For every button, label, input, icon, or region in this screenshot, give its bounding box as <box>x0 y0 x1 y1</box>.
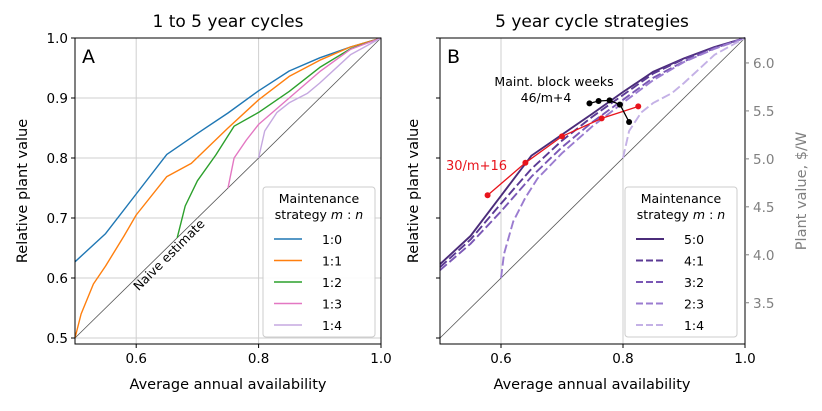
series-line-1-0 <box>74 37 382 263</box>
panel-a-ylabel: Relative plant value <box>15 119 31 263</box>
series-line-1-1 <box>74 37 382 339</box>
y-tick-label: 0.7 <box>47 211 68 227</box>
annotation-line <box>487 105 639 196</box>
legend-label: 1:0 <box>322 232 342 247</box>
annotation-marker <box>484 192 491 199</box>
legend-label: 1:3 <box>322 297 342 312</box>
maint-block-weeks-label: Maint. block weeks <box>494 74 613 89</box>
series-line-1-4 <box>622 37 746 159</box>
panel-b-xlabel: Average annual availability <box>494 377 691 393</box>
x-tick-label: 1.0 <box>734 351 755 367</box>
y-tick-label: 0.9 <box>47 91 68 107</box>
panel-b-reference-line <box>439 37 746 339</box>
y-tick-label: 0.6 <box>47 271 68 287</box>
legend-label: 1:4 <box>322 318 342 333</box>
panel-a-series <box>74 37 382 339</box>
x-tick-label: 0.6 <box>125 351 146 367</box>
y-tick-label: 0.5 <box>47 331 68 347</box>
annotation-marker <box>598 115 605 122</box>
legend-title: Maintenance <box>279 191 360 206</box>
panel-b-y2label: Plant value, $/W <box>794 132 810 250</box>
y2-tick-label: 4.0 <box>753 248 774 264</box>
x-tick-label: 0.8 <box>248 351 269 367</box>
legend-subtitle: strategy m : n <box>637 207 725 222</box>
panel-a-xlabel: Average annual availability <box>130 377 327 393</box>
panel-a-frame <box>74 37 382 345</box>
annotation-marker <box>522 159 529 166</box>
annotation-marker <box>606 97 613 104</box>
y2-tick-label: 5.0 <box>753 152 774 168</box>
panel-b-letter: B <box>447 46 460 68</box>
y-tick-label: 1.0 <box>47 31 68 47</box>
legend-label: 2:3 <box>684 297 704 312</box>
series-line-5-0 <box>439 37 746 265</box>
annotation-marker <box>586 100 593 107</box>
legend-label: 1:1 <box>322 254 342 269</box>
x-tick-label: 0.8 <box>612 351 633 367</box>
x-tick-label: 0.6 <box>490 351 511 367</box>
legend-box <box>624 186 738 338</box>
legend-box <box>262 186 376 338</box>
panel-b-annotations <box>484 97 642 199</box>
panel-a-legend: Maintenance strategy m : n 1:0 1:1 1:2 1:3 1… <box>262 186 376 338</box>
series-line-1-2 <box>176 37 382 238</box>
panel-b-legend: Maintenance strategy m : n 5:0 4:1 3:2 2:3 1… <box>624 186 738 338</box>
panel-b-frame <box>439 37 746 345</box>
panel-b: 5 year cycle strategies 0.6 0.8 1.0 3.5 4.0 4… <box>406 12 810 393</box>
legend-title: Maintenance <box>641 191 722 206</box>
annotation-marker <box>635 103 642 110</box>
x-tick-label: 1.0 <box>370 351 391 367</box>
series-line-2-3 <box>500 37 746 279</box>
legend-label: 4:1 <box>684 254 704 269</box>
panel-a-ticks: 0.6 0.8 1.0 0.5 0.6 0.7 0.8 0.9 1.0 <box>47 31 392 367</box>
panel-b-ylabel: Relative plant value <box>406 119 422 263</box>
annotation-marker <box>626 119 633 125</box>
legend-label: 1:4 <box>684 318 704 333</box>
legend-label: 5:0 <box>684 232 704 247</box>
y2-tick-label: 4.5 <box>753 200 774 216</box>
panel-b-title: 5 year cycle strategies <box>495 12 689 32</box>
series-line-1-4 <box>257 37 382 159</box>
panel-b-ticks: 0.6 0.8 1.0 3.5 4.0 4.5 5.0 5.5 6.0 <box>436 37 774 367</box>
naive-estimate-label: Naive estimate <box>130 216 208 294</box>
legend-label: 1:2 <box>322 275 342 290</box>
series-line-1-3 <box>227 37 382 189</box>
maint-block-formula-label: 46/m+4 <box>521 90 572 105</box>
y-tick-label: 0.8 <box>47 151 68 167</box>
legend-label: 3:2 <box>684 275 704 290</box>
series-line-4-1 <box>439 37 746 268</box>
naive-estimate-line <box>439 37 746 339</box>
annotation-marker <box>616 101 623 108</box>
y2-tick-label: 6.0 <box>753 56 774 72</box>
panel-a-letter: A <box>82 46 95 68</box>
y2-tick-label: 5.5 <box>753 104 774 120</box>
y2-tick-label: 3.5 <box>753 296 774 312</box>
red-formula-label: 30/m+16 <box>446 159 507 174</box>
panel-a-title: 1 to 5 year cycles <box>152 12 303 32</box>
panel-a: 1 to 5 year cycles 0.6 0.8 1.0 0.5 0.6 0.7 0.8… <box>15 12 392 393</box>
annotation-marker <box>559 133 565 140</box>
annotation-marker <box>595 98 602 104</box>
legend-subtitle: strategy m : n <box>275 207 363 222</box>
